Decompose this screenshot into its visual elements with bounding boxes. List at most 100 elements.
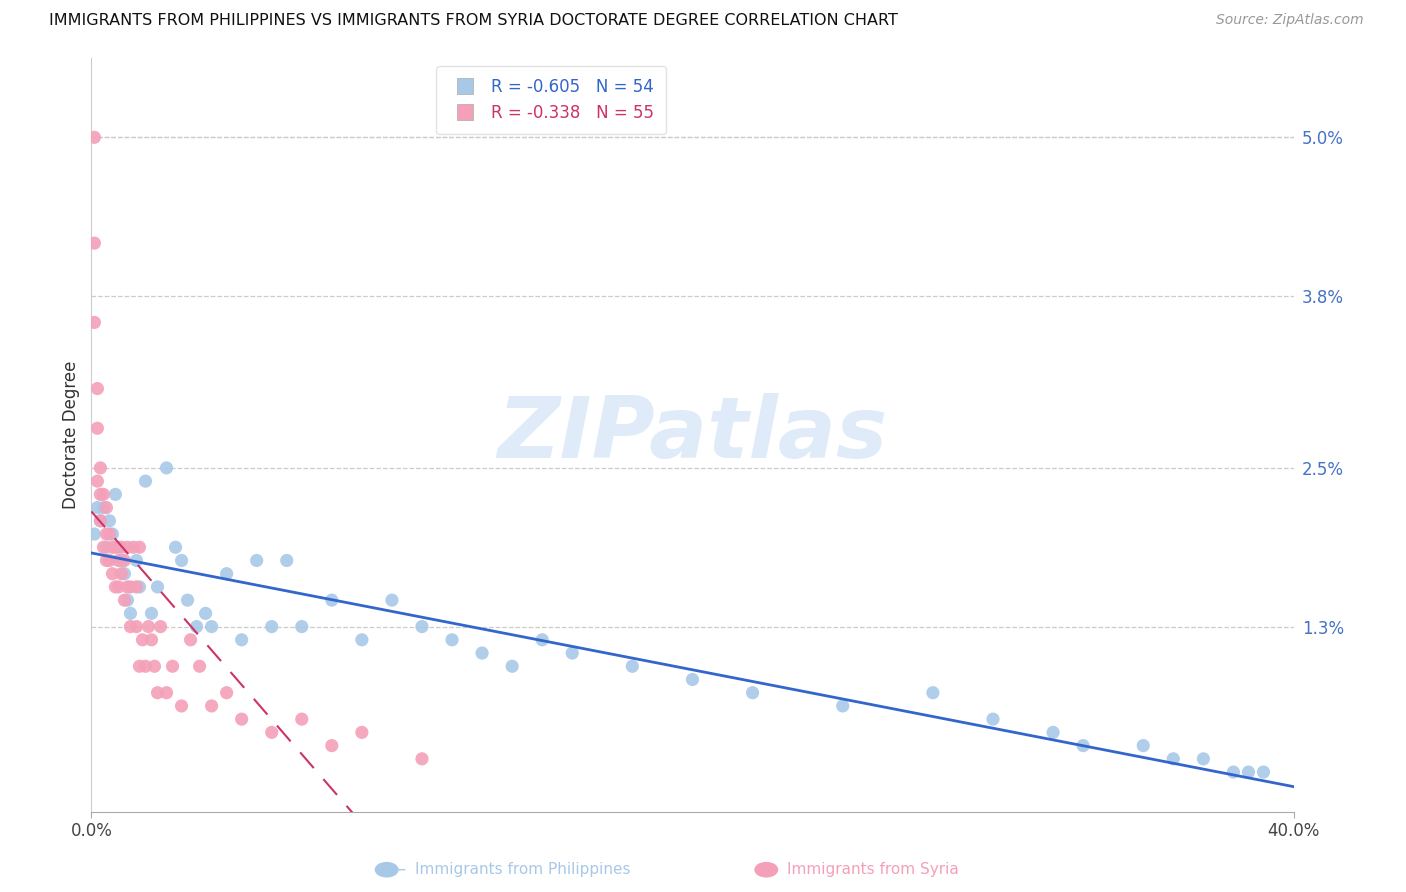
Point <box>411 752 433 766</box>
Point <box>101 566 124 581</box>
Point <box>86 474 108 488</box>
Point <box>231 712 253 726</box>
Point <box>122 541 145 555</box>
Point <box>104 580 127 594</box>
Text: Source: ZipAtlas.com: Source: ZipAtlas.com <box>1216 13 1364 28</box>
Point <box>350 725 373 739</box>
Point <box>501 659 523 673</box>
Point <box>146 686 169 700</box>
Point <box>98 514 121 528</box>
Point <box>96 500 118 515</box>
Point <box>104 541 127 555</box>
Point <box>128 659 150 673</box>
Point <box>170 553 193 567</box>
Point <box>146 580 169 594</box>
Point <box>260 725 283 739</box>
Point <box>138 619 160 633</box>
Point <box>188 659 211 673</box>
Point <box>162 659 184 673</box>
Point <box>114 593 136 607</box>
Point <box>128 580 150 594</box>
Point <box>170 698 193 713</box>
Point <box>107 553 129 567</box>
Text: Immigrants from Philippines: Immigrants from Philippines <box>415 863 630 877</box>
Point <box>1071 739 1094 753</box>
Point <box>89 487 111 501</box>
Point <box>350 632 373 647</box>
Point <box>110 553 132 567</box>
Point <box>101 527 124 541</box>
Point <box>125 580 148 594</box>
Point <box>186 619 208 633</box>
Point <box>215 566 238 581</box>
Point <box>149 619 172 633</box>
Point <box>141 632 163 647</box>
Point <box>83 130 105 145</box>
Point <box>107 541 129 555</box>
Point <box>215 686 238 700</box>
Text: IMMIGRANTS FROM PHILIPPINES VS IMMIGRANTS FROM SYRIA DOCTORATE DEGREE CORRELATIO: IMMIGRANTS FROM PHILIPPINES VS IMMIGRANT… <box>49 13 898 29</box>
Point <box>89 461 111 475</box>
Point <box>134 659 156 673</box>
Legend: R = -0.605   N = 54, R = -0.338   N = 55: R = -0.605 N = 54, R = -0.338 N = 55 <box>436 66 666 134</box>
Point <box>981 712 1004 726</box>
Point <box>561 646 583 660</box>
Point <box>831 698 853 713</box>
Point <box>155 686 177 700</box>
Point <box>201 698 224 713</box>
Y-axis label: Doctorate Degree: Doctorate Degree <box>62 360 80 509</box>
Point <box>201 619 224 633</box>
Point <box>143 659 166 673</box>
Point <box>1222 765 1244 780</box>
Point <box>104 487 127 501</box>
Point <box>98 553 121 567</box>
Point <box>681 673 703 687</box>
Point <box>922 686 945 700</box>
Point <box>93 500 115 515</box>
Point <box>134 474 156 488</box>
Point <box>276 553 298 567</box>
Point <box>96 553 118 567</box>
Point <box>120 607 142 621</box>
Point <box>246 553 269 567</box>
Point <box>101 541 124 555</box>
Point <box>321 593 343 607</box>
Point <box>741 686 763 700</box>
Point <box>93 541 115 555</box>
Point <box>86 382 108 396</box>
Point <box>107 580 129 594</box>
Point <box>86 500 108 515</box>
Point <box>440 632 463 647</box>
Point <box>83 315 105 329</box>
Point <box>114 566 136 581</box>
Point <box>117 593 139 607</box>
Point <box>141 607 163 621</box>
Point <box>291 619 314 633</box>
Point <box>180 632 202 647</box>
Point <box>1192 752 1215 766</box>
Point <box>89 514 111 528</box>
Point <box>531 632 554 647</box>
Point <box>231 632 253 647</box>
Point <box>1253 765 1275 780</box>
Point <box>291 712 314 726</box>
Point <box>128 541 150 555</box>
Point <box>411 619 433 633</box>
Point <box>114 553 136 567</box>
Point <box>321 739 343 753</box>
Point <box>1237 765 1260 780</box>
Point <box>1132 739 1154 753</box>
Point <box>621 659 644 673</box>
Point <box>125 553 148 567</box>
Point <box>1042 725 1064 739</box>
Point <box>83 527 105 541</box>
Point <box>381 593 404 607</box>
Point <box>110 541 132 555</box>
Point <box>155 461 177 475</box>
Point <box>110 566 132 581</box>
Point <box>96 527 118 541</box>
Point <box>120 580 142 594</box>
Point <box>83 236 105 251</box>
Text: ZIPatlas: ZIPatlas <box>498 393 887 476</box>
Point <box>471 646 494 660</box>
